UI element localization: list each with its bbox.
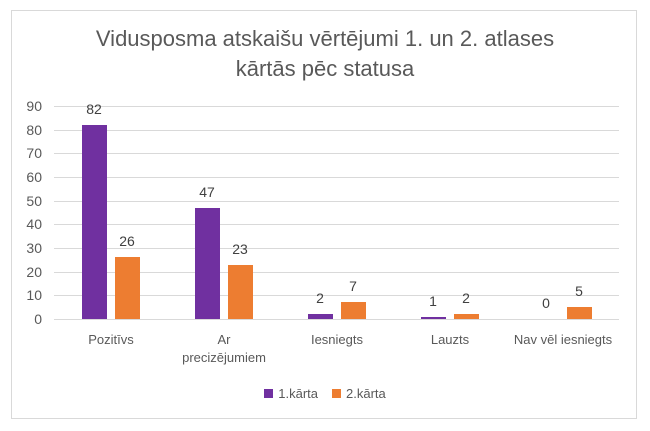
bar-2-k-rta[interactable] xyxy=(114,257,140,319)
gridline xyxy=(54,200,619,202)
y-tick-label: 40 xyxy=(26,216,42,233)
legend-item[interactable]: 2.kārta xyxy=(332,386,386,401)
y-tick-label: 80 xyxy=(26,121,42,138)
chart-title-line-2: kārtās pēc statusa xyxy=(235,56,415,81)
x-tick-label-line: Ar xyxy=(217,332,231,347)
gridline xyxy=(54,295,619,297)
gridline xyxy=(54,248,619,249)
bar-1-k-rta[interactable] xyxy=(420,316,446,319)
gridline xyxy=(54,177,619,178)
x-tick-label: Iesniegts xyxy=(281,331,394,349)
plot-area: 82 26 47 23 2 7 1 2 0 5 xyxy=(54,101,619,320)
gridline xyxy=(54,224,619,226)
bar-1-k-rta[interactable] xyxy=(81,124,107,319)
data-label: 2 xyxy=(316,290,324,307)
x-tick-label-line: Pozitīvs xyxy=(88,332,134,347)
data-label: 82 xyxy=(86,100,102,117)
x-tick-label-line: Iesniegts xyxy=(310,332,364,347)
y-tick-label: 70 xyxy=(26,145,42,162)
data-label: 26 xyxy=(119,233,135,250)
legend-label: 1.kārta xyxy=(278,386,318,401)
y-tick-label: 90 xyxy=(26,98,42,114)
gridline xyxy=(54,271,619,273)
y-tick-label: 50 xyxy=(26,192,42,209)
legend-swatch-icon xyxy=(332,389,341,398)
data-label: 7 xyxy=(349,278,357,295)
data-label: 47 xyxy=(199,183,215,200)
legend-label: 2.kārta xyxy=(346,386,386,401)
bar-2-k-rta[interactable] xyxy=(227,264,253,319)
x-tick-label-line: Nav vēl iesniegts xyxy=(513,332,613,347)
gridline xyxy=(54,106,619,107)
gridline xyxy=(54,153,619,155)
x-tick-label: Lauzts xyxy=(394,331,507,349)
y-tick-label: 0 xyxy=(34,311,42,327)
data-label: 2 xyxy=(462,290,470,307)
legend-swatch-icon xyxy=(264,389,274,398)
gridline xyxy=(54,319,619,320)
bar-1-k-rta[interactable] xyxy=(307,314,333,319)
x-tick-label-line: precizējumiem xyxy=(182,350,266,365)
x-tick-label: Nav vēl iesniegts xyxy=(507,331,620,349)
data-label: 5 xyxy=(575,283,583,300)
bar-2-k-rta[interactable] xyxy=(340,302,366,319)
x-tick-label: Ar precizējumiem xyxy=(168,331,281,367)
legend: 1.kārta 2.kārta xyxy=(0,386,650,401)
legend-item[interactable]: 1.kārta xyxy=(264,386,318,401)
y-tick-label: 30 xyxy=(26,240,42,256)
data-label: 1 xyxy=(429,292,437,309)
y-tick-label: 20 xyxy=(26,263,42,280)
bar-1-k-rta[interactable] xyxy=(194,207,220,319)
x-tick-label-line: Lauzts xyxy=(430,332,470,347)
chart-frame xyxy=(11,10,637,419)
gridline xyxy=(54,129,619,131)
bar-2-k-rta[interactable] xyxy=(566,307,592,319)
data-label: 0 xyxy=(542,295,550,311)
y-tick-label: 60 xyxy=(26,169,42,185)
chart-title: Vidusposma atskaišu vērtējumi 1. un 2. a… xyxy=(0,24,650,84)
bar-2-k-rta[interactable] xyxy=(453,314,479,319)
y-tick-label: 10 xyxy=(26,287,42,304)
chart-title-line-1: Vidusposma atskaišu vērtējumi 1. un 2. a… xyxy=(95,26,555,51)
x-tick-label: Pozitīvs xyxy=(55,331,168,349)
data-label: 23 xyxy=(232,240,248,257)
